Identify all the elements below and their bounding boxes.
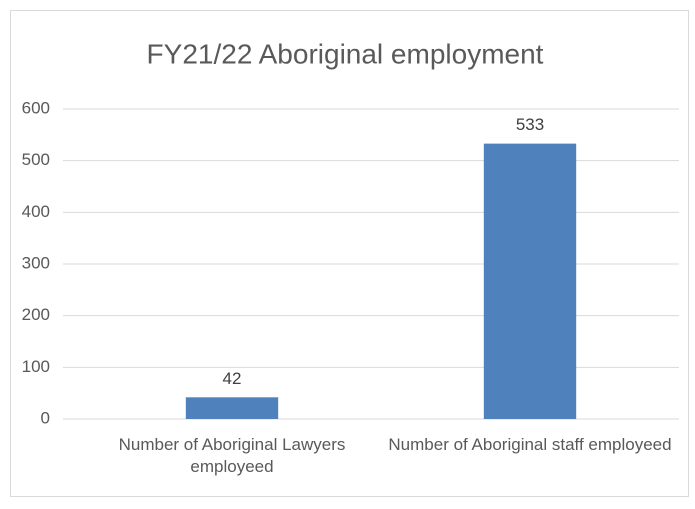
bar bbox=[483, 143, 577, 419]
x-tick-label: Number of Aboriginal staff employeed bbox=[388, 435, 672, 454]
x-tick-label: Number of Aboriginal Lawyers employeed bbox=[118, 435, 346, 476]
y-tick-label: 0 bbox=[41, 408, 50, 427]
y-tick-label: 600 bbox=[22, 98, 50, 117]
x-tick-label-box: Number of Aboriginal staff employeed bbox=[388, 435, 672, 454]
y-tick-label: 400 bbox=[22, 202, 50, 221]
data-label: 533 bbox=[516, 115, 544, 134]
y-tick-label: 500 bbox=[22, 150, 50, 169]
bar bbox=[185, 397, 279, 419]
chart-title: FY21/22 Aboriginal employment bbox=[147, 38, 544, 69]
y-tick-label: 200 bbox=[22, 305, 50, 324]
y-tick-label: 300 bbox=[22, 253, 50, 272]
chart-border bbox=[10, 10, 689, 497]
y-tick-label: 100 bbox=[22, 357, 50, 376]
data-label: 42 bbox=[223, 369, 242, 388]
x-tick-label-box: Number of Aboriginal Lawyers employeed bbox=[118, 435, 346, 476]
